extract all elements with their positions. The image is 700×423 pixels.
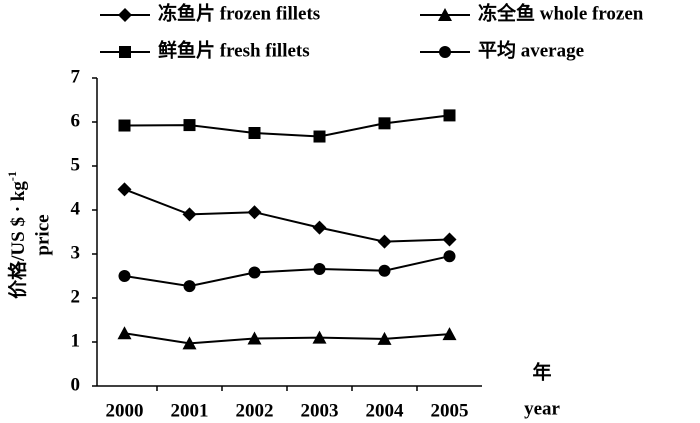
x-tick-label: 2005 (431, 400, 469, 421)
y-axis-label-en: price (32, 214, 53, 255)
y-tick-label: 6 (71, 110, 81, 131)
x-tick-label: 2002 (236, 400, 274, 421)
x-tick-label: 2000 (106, 400, 144, 421)
x-tick-label: 2003 (301, 400, 339, 421)
y-tick-label: 4 (71, 198, 81, 219)
marker-square (378, 117, 391, 130)
marker-diamond (117, 182, 132, 197)
x-tick-label: 2004 (366, 400, 405, 421)
series-line (124, 332, 450, 345)
marker-triangle (117, 326, 132, 340)
marker-triangle (442, 327, 457, 341)
y-axis-label-main: 价格/US $ · kg (6, 181, 29, 299)
y-tick-label: 5 (71, 154, 81, 175)
y-axis-label: 价格/US $ · kg-1 (5, 171, 30, 299)
marker-circle (378, 264, 391, 277)
series-line (124, 255, 450, 288)
marker-square (118, 119, 131, 132)
marker-circle (248, 266, 261, 279)
marker-circle (443, 250, 456, 263)
marker-diamond (377, 234, 392, 249)
marker-circle (313, 262, 326, 275)
marker-circle (183, 280, 196, 293)
marker-square (443, 109, 456, 122)
marker-triangle (312, 330, 327, 344)
legend-marker (439, 46, 451, 58)
marker-circle (118, 270, 131, 282)
marker-square (248, 127, 261, 139)
legend-label: 平均 average (478, 38, 584, 61)
series-line (124, 114, 450, 138)
marker-diamond (312, 220, 327, 235)
marker-triangle (182, 336, 197, 350)
legend-label: 鲜鱼片 fresh fillets (158, 38, 310, 61)
legend-marker (118, 8, 132, 22)
marker-diamond (247, 205, 262, 220)
y-tick-label: 3 (71, 242, 81, 263)
marker-triangle (247, 331, 262, 345)
marker-square (183, 119, 196, 132)
series-line (124, 188, 450, 243)
y-tick-label: 0 (71, 374, 81, 395)
marker-triangle (377, 331, 392, 345)
y-tick-label: 1 (71, 330, 81, 351)
legend-marker (119, 46, 131, 58)
legend-marker (438, 8, 452, 21)
y-tick-label: 7 (71, 66, 81, 87)
x-axis-label-en: year (524, 398, 560, 419)
marker-diamond (182, 207, 197, 222)
marker-diamond (442, 232, 457, 247)
legend-label: 冻全鱼 whole frozen (478, 1, 644, 24)
y-tick-label: 2 (71, 286, 81, 307)
y-axis-label-sup: -1 (5, 171, 19, 181)
x-tick-label: 2001 (171, 400, 209, 421)
marker-square (313, 130, 326, 143)
legend-label: 冻鱼片 frozen fillets (158, 1, 320, 24)
x-axis-label: 年 (532, 360, 551, 383)
